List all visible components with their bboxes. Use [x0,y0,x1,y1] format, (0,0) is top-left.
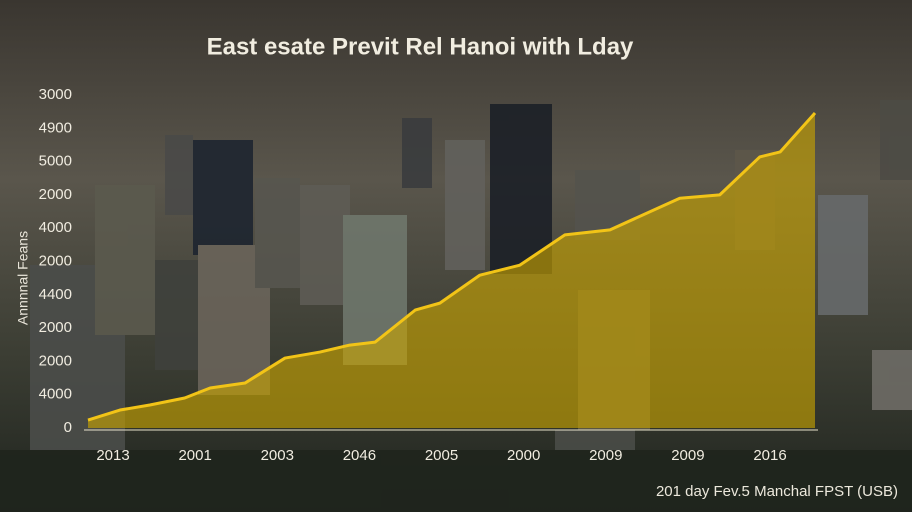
x-tick-label: 2001 [178,447,211,464]
y-tick-label: 2000 [39,186,72,203]
y-tick-label: 3000 [39,86,72,103]
y-axis-label: Annnnal Feans [15,231,31,325]
x-tick-label: 2003 [261,447,294,464]
y-tick-label: 4400 [39,286,72,303]
city-buildings [0,100,912,512]
x-tick-label: 2016 [753,447,786,464]
chart-title: East esate Previt Rel Hanoi with Lday [207,33,634,60]
area [88,112,815,429]
y-tick-label: 0 [64,419,72,436]
x-tick-label: 2009 [671,447,704,464]
x-tick-label: 2005 [425,447,458,464]
y-tick-label: 2000 [39,319,72,336]
x-tick-label: 2000 [507,447,540,464]
footer: 201 day Fev.5 Manchal FPST (USB) [656,483,898,500]
y-tick-label: 2000 [39,252,72,269]
x-tick-label: 2046 [343,447,376,464]
y-tick-label: 4000 [39,219,72,236]
line [87,111,817,422]
x-tick-label: 2013 [96,447,129,464]
y-tick-label: 4900 [39,119,72,136]
y-tick-label: 4000 [39,386,72,403]
y-tick-label: 5000 [39,153,72,170]
x-tick-label: 2009 [589,447,622,464]
y-tick-label: 2000 [39,352,72,369]
